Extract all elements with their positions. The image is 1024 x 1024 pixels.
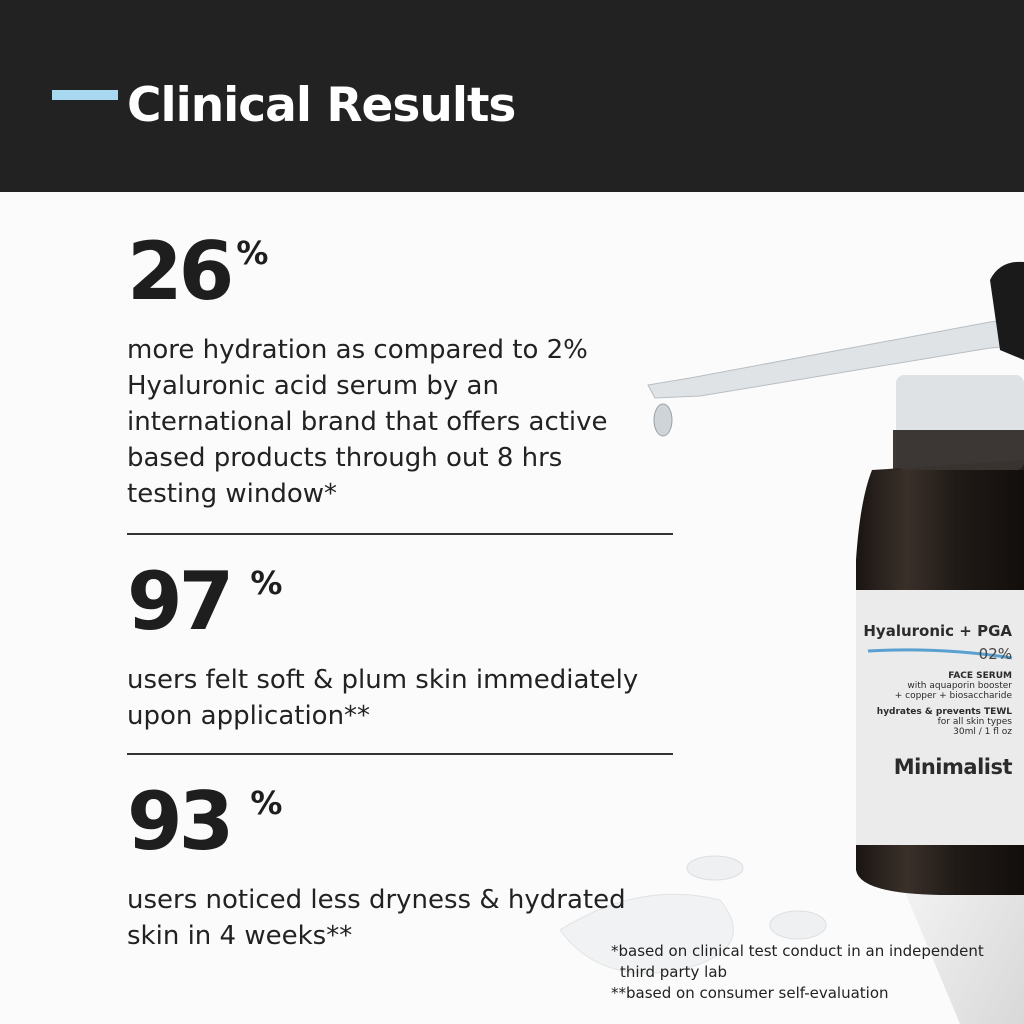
accent-bar: [52, 90, 118, 100]
page-title: Clinical Results: [127, 78, 516, 133]
stat-description: users noticed less dryness & hydrated sk…: [127, 885, 626, 951]
product-name: Hyaluronic + PGA: [863, 622, 1012, 640]
product-skin: for all skin types: [937, 717, 1012, 727]
dropper-pipette: [647, 317, 1024, 399]
product-type: FACE SERUM: [948, 671, 1012, 681]
serum-droplet: [769, 910, 827, 940]
footnote: third party lab: [620, 963, 728, 981]
stat-value: 26: [127, 225, 234, 318]
product-ingredients: with aquaporin booster: [907, 681, 1012, 691]
stat-description: users felt soft & plum skin immediately …: [127, 665, 639, 731]
product-label: Hyaluronic + PGA 02% FACE SERUM with aqu…: [860, 622, 1012, 779]
stat-value: 97: [127, 555, 234, 648]
stat-description: more hydration as compared to 2% Hyaluro…: [127, 335, 608, 509]
divider: [127, 533, 673, 535]
header-banner: Clinical Results: [0, 0, 1024, 192]
serum-droplet: [686, 855, 744, 881]
product-ingredients: + copper + biosaccharide: [894, 691, 1012, 701]
stat-unit: %: [236, 234, 269, 272]
stat-less-dryness: 93% users noticed less dryness & hydrate…: [127, 782, 626, 954]
brand-logo: Minimalist: [893, 755, 1013, 779]
label-accent-line: [867, 648, 1013, 660]
dropper-bulb: [990, 261, 1024, 360]
product-strength: 02%: [978, 645, 1012, 663]
divider: [127, 753, 673, 755]
serum-puddle: [559, 893, 734, 974]
footnotes: *based on clinical test conduct in an in…: [611, 941, 984, 1004]
product-volume: 30ml / 1 fl oz: [953, 727, 1012, 737]
stat-value: 93: [127, 775, 234, 868]
stat-hydration: 26% more hydration as compared to 2% Hya…: [127, 232, 608, 512]
stat-unit: %: [250, 564, 283, 602]
stat-unit: %: [250, 784, 283, 822]
dropper-drop: [653, 403, 673, 437]
footnote: **based on consumer self-evaluation: [611, 984, 889, 1002]
stat-soft-skin: 97% users felt soft & plum skin immediat…: [127, 562, 638, 734]
footnote: *based on clinical test conduct in an in…: [611, 942, 984, 960]
product-benefit: hydrates & prevents TEWL: [876, 707, 1012, 717]
